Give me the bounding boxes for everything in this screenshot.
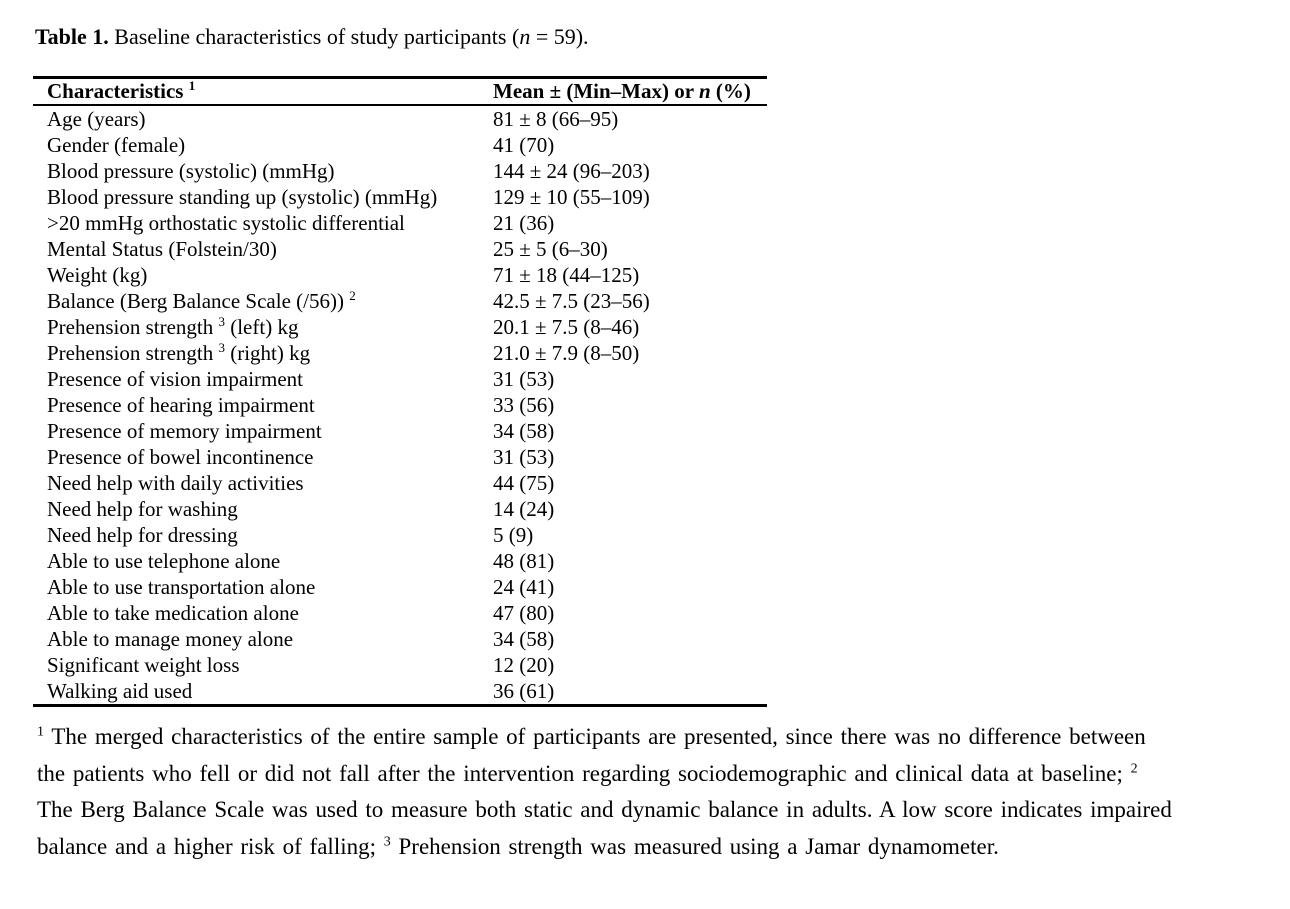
characteristic-label: Walking aid used [47,679,193,703]
characteristic-value: 34 (58) [493,419,555,443]
table-row: Able to use telephone alone 48 (81) [33,548,767,574]
characteristic-label: Mental Status (Folstein/30) [47,237,277,261]
characteristic-label: Need help for dressing [47,523,238,547]
table-row: Walking aid used 36 (61) [33,678,767,704]
footnote-line: The Berg Balance Scale was used to measu… [37,797,1172,822]
table-footnotes: 1 The merged characteristics of the enti… [37,719,1270,865]
table-row: Presence of bowel incontinence 31 (53) [33,444,767,470]
characteristic-label: >20 mmHg orthostatic systolic differenti… [47,211,405,235]
table-row: Presence of vision impairment 31 (53) [33,366,767,392]
table-row: >20 mmHg orthostatic systolic differenti… [33,210,767,236]
table-row: Presence of memory impairment 34 (58) [33,418,767,444]
characteristic-value: 31 (53) [493,445,555,469]
characteristic-value: 14 (24) [493,497,555,521]
characteristic-value: 33 (56) [493,393,555,417]
table-header-rule [33,104,767,106]
table-body: Age (years) 81 ± 8 (66–95) Gender (female)… [33,106,767,704]
table-bottom-rule [33,704,767,707]
table-row: Mental Status (Folstein/30) 25 ± 5 (6–30) [33,236,767,262]
table-row: Balance (Berg Balance Scale (/56)) 2 42.5… [33,288,767,314]
characteristic-label: Weight (kg) [47,263,148,287]
characteristic-label: Blood pressure standing up (systolic) (m… [47,185,438,209]
footnote-line: balance and a higher risk of falling; 3 … [37,833,999,859]
characteristic-label: Presence of vision impairment [47,367,304,391]
table-row: Prehension strength 3 (left) kg 20.1 ± 7.… [33,314,767,340]
table-row: Need help with daily activities 44 (75) [33,470,767,496]
baseline-characteristics-table: Characteristics 1 Mean ± (Min–Max) or n … [33,76,767,707]
table-row: Need help for washing 14 (24) [33,496,767,522]
characteristic-value: 41 (70) [493,133,555,157]
table-row: Weight (kg) 71 ± 18 (44–125) [33,262,767,288]
characteristic-value: 34 (58) [493,627,555,651]
characteristic-label: Presence of hearing impairment [47,393,315,417]
characteristic-value: 21 (36) [493,211,555,235]
characteristic-label: Prehension strength 3 (right) kg [47,340,311,365]
table-row: Blood pressure (systolic) (mmHg) 144 ± 24… [33,158,767,184]
table-row: Prehension strength 3 (right) kg 21.0 ± 7… [33,340,767,366]
header-characteristics: Characteristics 1 [47,78,196,103]
document-page: Table 1. Baseline characteristics of stu… [0,24,1290,865]
characteristic-value: 42.5 ± 7.5 (23–56) [493,289,650,313]
characteristic-value: 12 (20) [493,653,555,677]
characteristic-label: Significant weight loss [47,653,240,677]
table-row: Able to use transportation alone 24 (41) [33,574,767,600]
characteristic-value: 47 (80) [493,601,555,625]
characteristic-value: 24 (41) [493,575,555,599]
characteristic-label: Age (years) [47,107,146,131]
characteristic-value: 144 ± 24 (96–203) [493,159,650,183]
table-header-row: Characteristics 1 Mean ± (Min–Max) or n … [33,79,767,104]
characteristic-value: 36 (61) [493,679,555,703]
table-row: Able to take medication alone 47 (80) [33,600,767,626]
characteristic-value: 71 ± 18 (44–125) [493,263,640,287]
table-row: Blood pressure standing up (systolic) (m… [33,184,767,210]
characteristic-value: 48 (81) [493,549,555,573]
table-caption: Table 1. Baseline characteristics of stu… [35,24,589,49]
characteristic-value: 5 (9) [493,523,534,547]
characteristic-label: Able to use telephone alone [47,549,281,573]
footnote-line: the patients who fell or did not fall af… [37,760,1138,786]
characteristic-value: 31 (53) [493,367,555,391]
characteristic-label: Able to take medication alone [47,601,299,625]
header-mean-minmax: Mean ± (Min–Max) or n (%) [493,79,751,103]
characteristic-value: 44 (75) [493,471,555,495]
characteristic-label: Balance (Berg Balance Scale (/56)) 2 [47,288,356,313]
characteristic-value: 81 ± 8 (66–95) [493,107,619,131]
characteristic-value: 25 ± 5 (6–30) [493,237,608,261]
characteristic-value: 21.0 ± 7.9 (8–50) [493,341,640,365]
characteristic-label: Need help with daily activities [47,471,304,495]
characteristic-label: Able to manage money alone [47,627,294,651]
characteristic-label: Able to use transportation alone [47,575,316,599]
table-top-rule [33,76,767,79]
characteristic-value: 129 ± 10 (55–109) [493,185,650,209]
characteristic-label: Blood pressure (systolic) (mmHg) [47,159,335,183]
table-row: Significant weight loss 12 (20) [33,652,767,678]
characteristic-label: Presence of bowel incontinence [47,445,314,469]
characteristic-label: Presence of memory impairment [47,419,322,443]
table-row: Age (years) 81 ± 8 (66–95) [33,106,767,132]
table-row: Able to manage money alone 34 (58) [33,626,767,652]
characteristic-label: Prehension strength 3 (left) kg [47,314,299,339]
characteristic-label: Gender (female) [47,133,186,157]
table-row: Need help for dressing 5 (9) [33,522,767,548]
characteristic-value: 20.1 ± 7.5 (8–46) [493,315,640,339]
table-row: Presence of hearing impairment 33 (56) [33,392,767,418]
table-row: Gender (female) 41 (70) [33,132,767,158]
characteristic-label: Need help for washing [47,497,238,521]
footnote-line: 1 The merged characteristics of the enti… [37,724,1146,749]
